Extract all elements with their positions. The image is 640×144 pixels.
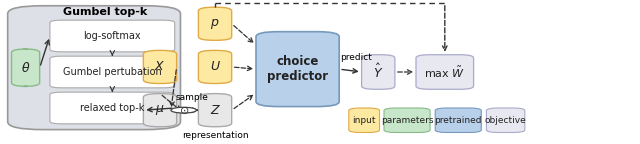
Circle shape [171,107,196,113]
FancyBboxPatch shape [50,20,175,52]
FancyBboxPatch shape [198,50,232,84]
FancyBboxPatch shape [384,108,430,132]
Text: sample: sample [176,93,209,102]
Text: $\hat{Y}$: $\hat{Y}$ [373,63,383,81]
Text: relaxed top-k: relaxed top-k [80,103,145,113]
Text: $\theta$: $\theta$ [21,61,30,75]
FancyBboxPatch shape [143,94,177,127]
Text: max $\tilde{W}$: max $\tilde{W}$ [424,64,465,80]
Text: input: input [353,116,376,125]
FancyBboxPatch shape [256,32,339,107]
Text: $X$: $X$ [154,60,166,73]
Text: representation: representation [182,131,248,140]
Text: objective: objective [484,116,527,125]
Text: log-softmax: log-softmax [83,31,141,41]
FancyBboxPatch shape [50,56,175,88]
Text: $U$: $U$ [209,60,221,73]
Text: predict: predict [340,53,372,62]
Text: choice
predictor: choice predictor [267,55,328,83]
FancyBboxPatch shape [12,49,40,86]
FancyBboxPatch shape [362,55,395,89]
FancyBboxPatch shape [143,50,177,84]
Text: pretrained: pretrained [435,116,482,125]
Text: $Z$: $Z$ [209,104,221,117]
Text: $\odot$: $\odot$ [179,105,189,116]
FancyBboxPatch shape [416,55,474,89]
FancyBboxPatch shape [349,108,380,132]
FancyBboxPatch shape [198,94,232,127]
Text: $\mu$: $\mu$ [156,103,164,117]
Text: Gumbel top-k: Gumbel top-k [63,6,148,17]
FancyBboxPatch shape [50,92,175,124]
FancyBboxPatch shape [435,108,481,132]
FancyBboxPatch shape [8,6,180,130]
FancyBboxPatch shape [198,7,232,40]
FancyBboxPatch shape [486,108,525,132]
Text: $p$: $p$ [211,17,220,31]
Text: parameters: parameters [381,116,433,125]
Text: Gumbel pertubation: Gumbel pertubation [63,67,162,77]
